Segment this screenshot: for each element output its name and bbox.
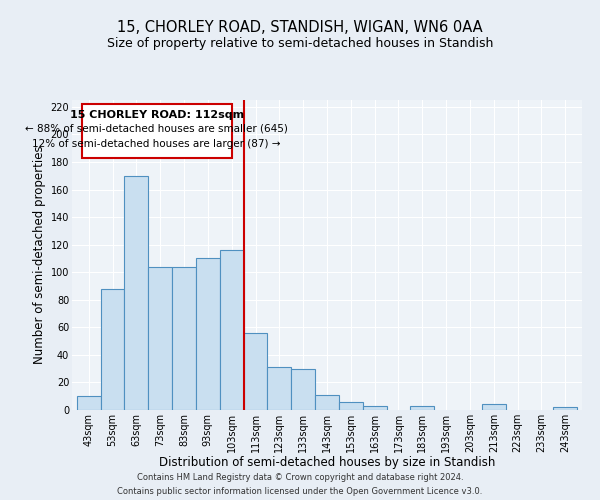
Text: ← 88% of semi-detached houses are smaller (645): ← 88% of semi-detached houses are smalle… xyxy=(25,124,288,134)
Text: Size of property relative to semi-detached houses in Standish: Size of property relative to semi-detach… xyxy=(107,38,493,51)
Text: 12% of semi-detached houses are larger (87) →: 12% of semi-detached houses are larger (… xyxy=(32,138,281,148)
Bar xyxy=(363,406,386,410)
Bar xyxy=(148,266,172,410)
Bar xyxy=(268,368,291,410)
Text: Contains public sector information licensed under the Open Government Licence v3: Contains public sector information licen… xyxy=(118,486,482,496)
Bar xyxy=(101,289,124,410)
Bar xyxy=(315,395,339,410)
Bar xyxy=(339,402,363,410)
Y-axis label: Number of semi-detached properties: Number of semi-detached properties xyxy=(34,146,46,364)
Bar xyxy=(244,333,268,410)
Bar xyxy=(220,250,244,410)
Bar xyxy=(124,176,148,410)
Text: Contains HM Land Registry data © Crown copyright and database right 2024.: Contains HM Land Registry data © Crown c… xyxy=(137,473,463,482)
X-axis label: Distribution of semi-detached houses by size in Standish: Distribution of semi-detached houses by … xyxy=(159,456,495,469)
Bar xyxy=(482,404,506,410)
Bar xyxy=(196,258,220,410)
Bar xyxy=(172,266,196,410)
Text: 15 CHORLEY ROAD: 112sqm: 15 CHORLEY ROAD: 112sqm xyxy=(70,110,244,120)
Bar xyxy=(291,368,315,410)
Text: 15, CHORLEY ROAD, STANDISH, WIGAN, WN6 0AA: 15, CHORLEY ROAD, STANDISH, WIGAN, WN6 0… xyxy=(117,20,483,35)
Bar xyxy=(77,396,101,410)
Bar xyxy=(553,407,577,410)
FancyBboxPatch shape xyxy=(82,104,232,158)
Bar xyxy=(410,406,434,410)
